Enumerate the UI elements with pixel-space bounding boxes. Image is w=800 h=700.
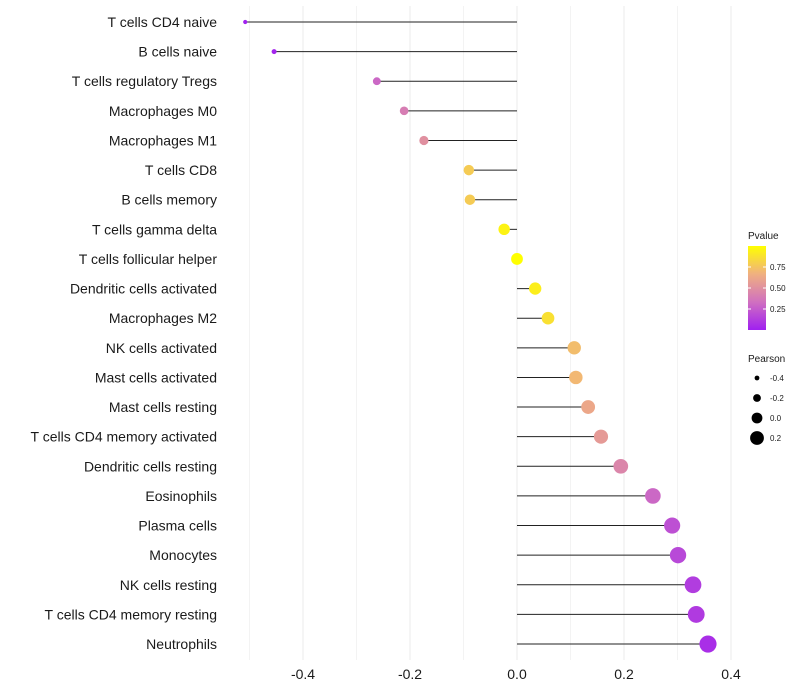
y-tick-label: Dendritic cells resting: [84, 458, 217, 474]
size-legend-label: 0.2: [770, 434, 782, 443]
pvalue-colorbar: [748, 246, 766, 330]
y-tick-label: Neutrophils: [146, 636, 217, 652]
pearson-legend-title: Pearson: [748, 354, 785, 365]
point: [593, 429, 609, 444]
point: [271, 49, 277, 55]
point: [399, 106, 409, 116]
size-legend-dot: [750, 431, 764, 445]
y-tick-label: Eosinophils: [145, 488, 217, 504]
point: [567, 341, 581, 355]
gridlines: [249, 6, 732, 660]
size-legend-dot: [753, 394, 761, 402]
point: [511, 253, 523, 265]
size-legend-dot: [754, 375, 760, 381]
point: [372, 77, 381, 86]
x-tick-label: -0.2: [398, 666, 422, 682]
point: [687, 605, 705, 623]
y-tick-label: Dendritic cells activated: [70, 281, 217, 297]
y-tick-label: Macrophages M0: [109, 103, 217, 119]
y-tick-label: T cells follicular helper: [79, 251, 218, 267]
y-tick-label: Monocytes: [149, 547, 217, 563]
size-legend-label: -0.2: [770, 394, 784, 403]
y-tick-label: Plasma cells: [138, 518, 217, 534]
y-tick-label: T cells CD4 memory resting: [45, 606, 217, 622]
point: [464, 194, 476, 205]
x-axis-labels: -0.4 -0.2 0.0 0.2 0.4: [291, 666, 741, 682]
stems: [245, 21, 708, 645]
point: [569, 370, 583, 385]
x-tick-label: 0.2: [614, 666, 634, 682]
colorbar-label: 0.75: [770, 263, 786, 272]
size-legend-label: 0.0: [770, 414, 782, 423]
x-tick-label: -0.4: [291, 666, 315, 682]
size-legend-label: -0.4: [770, 374, 784, 383]
point: [463, 164, 475, 176]
y-tick-label: B cells memory: [121, 192, 217, 208]
y-tick-label: Macrophages M1: [109, 132, 217, 148]
colorbar-label: 0.25: [770, 305, 786, 314]
point: [581, 400, 596, 414]
y-tick-label: T cells CD4 memory activated: [31, 429, 217, 445]
point: [243, 19, 248, 25]
x-tick-label: 0.0: [507, 666, 527, 682]
y-tick-label: NK cells resting: [120, 577, 217, 593]
point: [684, 576, 702, 594]
size-legend-dot: [751, 412, 763, 424]
point: [541, 311, 555, 325]
point: [419, 135, 429, 146]
points: [243, 19, 717, 653]
x-tick-label: 0.4: [721, 666, 741, 682]
point: [645, 488, 661, 504]
y-tick-label: Mast cells activated: [95, 369, 217, 385]
y-tick-label: T cells CD8: [145, 162, 217, 178]
point: [664, 517, 681, 534]
point: [669, 547, 687, 564]
y-tick-label: T cells gamma delta: [92, 221, 217, 237]
colorbar-label: 0.50: [770, 284, 786, 293]
y-axis-labels: T cells CD4 naive B cells naive T cells re…: [31, 14, 218, 652]
pvalue-legend: Pvalue 0.25 0.50 0.75: [748, 231, 786, 330]
y-tick-label: T cells regulatory Tregs: [72, 73, 217, 89]
y-tick-label: Macrophages M2: [109, 310, 217, 326]
y-tick-label: NK cells activated: [106, 340, 217, 356]
point: [529, 282, 542, 295]
point: [613, 458, 629, 474]
y-tick-label: B cells naive: [138, 44, 217, 60]
pvalue-legend-title: Pvalue: [748, 231, 779, 242]
pearson-legend: Pearson -0.4 -0.2 0.0 0.2: [748, 354, 785, 445]
y-tick-label: Mast cells resting: [109, 399, 217, 415]
point: [498, 223, 510, 236]
point: [699, 635, 717, 653]
y-tick-label: T cells CD4 naive: [108, 14, 218, 30]
